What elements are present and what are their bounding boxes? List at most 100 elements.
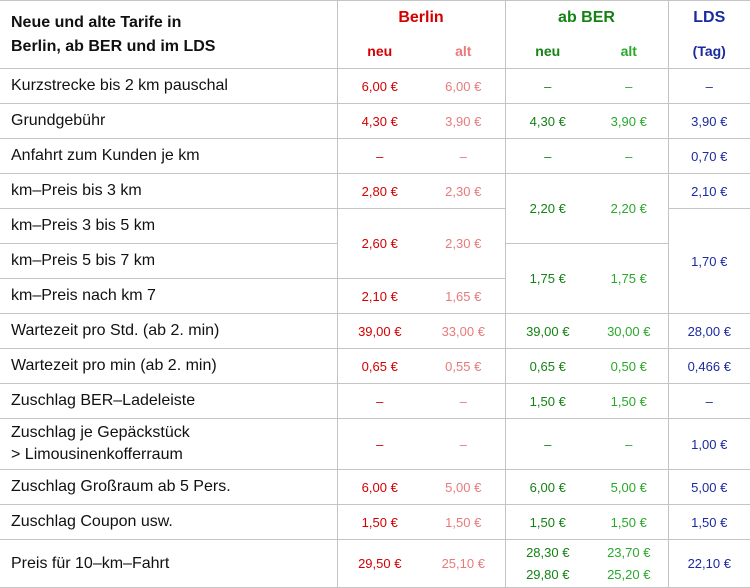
table-cell: 0,466 € (668, 348, 750, 384)
tr: km–Preis bis 3 km 2,80 €2,30 €2,20 €2,20 … (0, 173, 750, 244)
row-label: Zuschlag je Gepäckstück (11, 424, 190, 441)
table-cell: 6,00 € (337, 469, 422, 505)
table-cell: 1,50 € (422, 504, 506, 540)
tr: Wartezeit pro Std. (ab 2. min) 39,00 €33,… (0, 313, 750, 349)
cell-value: 25,20 € (607, 566, 651, 582)
table-cell: 0,50 € (590, 348, 669, 384)
table-cell: 1,50 € (505, 504, 590, 540)
sub-header: alt (590, 34, 669, 69)
table-cell: 1,75 € (505, 243, 590, 314)
table-cell: 1,65 € (422, 278, 506, 314)
table-cell: 1,75 € (590, 243, 669, 314)
group-header: ab BER (505, 0, 669, 35)
cell-value: 23,70 € (607, 544, 651, 560)
tr: Wartezeit pro min (ab 2. min) 0,65 €0,55 … (0, 348, 750, 384)
row-label: km–Preis 3 bis 5 km (0, 208, 338, 244)
table-cell: 2,30 € (422, 208, 506, 279)
row-label: Wartezeit pro min (ab 2. min) (0, 348, 338, 384)
table-cell: 4,30 € (505, 103, 590, 139)
table-cell: 3,90 € (422, 103, 506, 139)
row-label: km–Preis nach km 7 (0, 278, 338, 314)
table-cell: 2,10 € (337, 278, 422, 314)
group-header: Berlin (337, 0, 506, 35)
table-cell: 5,00 € (422, 469, 506, 505)
table-cell: 33,00 € (422, 313, 506, 349)
table-cell: 6,00 € (337, 68, 422, 104)
table-cell: 28,30 € 29,80 € (505, 539, 590, 588)
table-cell: 1,50 € (590, 504, 669, 540)
row-label: Zuschlag Großraum ab 5 Pers. (0, 469, 338, 505)
table-cell: – (337, 418, 422, 470)
row-label: Wartezeit pro Std. (ab 2. min) (0, 313, 338, 349)
row-label: Zuschlag BER–Ladeleiste (0, 383, 338, 419)
table-cell: 28,00 € (668, 313, 750, 349)
table-cell: – (422, 138, 506, 174)
table-cell: 1,50 € (590, 383, 669, 419)
table-cell: – (337, 383, 422, 419)
table-cell: 2,30 € (422, 173, 506, 209)
row-label: Zuschlag je Gepäckstück > Limousinenkoffe… (0, 418, 338, 470)
table-cell: 0,65 € (505, 348, 590, 384)
table-cell: 1,50 € (668, 504, 750, 540)
row-label: Zuschlag Coupon usw. (0, 504, 338, 540)
sub-header: neu (337, 34, 422, 69)
tr: km–Preis nach km 7 2,10 €1,65 € (0, 278, 750, 314)
tr: Grundgebühr 4,30 €3,90 €4,30 €3,90 €3,90 … (0, 103, 750, 139)
table-cell: 2,20 € (505, 173, 590, 244)
table-cell: – (668, 383, 750, 419)
table-cell: – (422, 418, 506, 470)
sub-header: alt (422, 34, 506, 69)
table-cell: – (422, 383, 506, 419)
tr: Preis für 10–km–Fahrt 29,50 €25,10 €28,30… (0, 539, 750, 588)
table-cell: 3,90 € (590, 103, 669, 139)
tr: Kurzstrecke bis 2 km pauschal 6,00 €6,00 … (0, 68, 750, 104)
table-cell: – (668, 68, 750, 104)
table-cell: 2,10 € (668, 173, 750, 209)
tr: km–Preis 3 bis 5 km 2,60 €2,30 € 1,70 € (0, 208, 750, 314)
table-cell: 39,00 € (505, 313, 590, 349)
sub-header: (Tag) (668, 34, 750, 69)
table-cell: – (505, 68, 590, 104)
table-cell: 4,30 € (337, 103, 422, 139)
table-cell: 1,50 € (505, 383, 590, 419)
title-line: Berlin, ab BER und im LDS (11, 37, 216, 55)
table-cell: 0,70 € (668, 138, 750, 174)
table-cell: 5,00 € (590, 469, 669, 505)
tr: Zuschlag je Gepäckstück > Limousinenkoffe… (0, 418, 750, 470)
row-label: Preis für 10–km–Fahrt (0, 539, 338, 588)
table-cell: 2,60 € (337, 208, 422, 279)
table-cell: 22,10 € (668, 539, 750, 588)
table-cell: 1,50 € (337, 504, 422, 540)
tr: Zuschlag Großraum ab 5 Pers. 6,00 €5,00 €… (0, 469, 750, 505)
table-cell: 0,55 € (422, 348, 506, 384)
table-cell: 1,70 € (668, 208, 750, 314)
table-cell: – (337, 138, 422, 174)
row-label: Kurzstrecke bis 2 km pauschal (0, 68, 338, 104)
row-label: Anfahrt zum Kunden je km (0, 138, 338, 174)
group-header: LDS (668, 0, 750, 35)
table-cell: – (590, 138, 669, 174)
thead: Neue und alte Tarife in Berlin, ab BER un… (0, 0, 750, 69)
table-cell: 39,00 € (337, 313, 422, 349)
tr: Anfahrt zum Kunden je km – – – –0,70 € (0, 138, 750, 174)
table-cell: – (505, 138, 590, 174)
table-cell: 1,00 € (668, 418, 750, 470)
table-title: Neue und alte Tarife in Berlin, ab BER un… (0, 0, 338, 69)
cell-value: 29,80 € (526, 566, 570, 582)
table-cell: 30,00 € (590, 313, 669, 349)
tbody: Kurzstrecke bis 2 km pauschal 6,00 €6,00 … (0, 68, 750, 588)
table-cell: 3,90 € (668, 103, 750, 139)
tr: neu alt neu alt (Tag) (0, 34, 750, 69)
row-label: km–Preis 5 bis 7 km (0, 243, 338, 279)
row-label: Grundgebühr (0, 103, 338, 139)
table-cell: 0,65 € (337, 348, 422, 384)
table-cell: 6,00 € (422, 68, 506, 104)
table-cell: 2,80 € (337, 173, 422, 209)
table-cell: 6,00 € (505, 469, 590, 505)
sub-header: neu (505, 34, 590, 69)
tr: km–Preis 5 bis 7 km 1,75 €1,75 € (0, 243, 750, 314)
tr: Zuschlag Coupon usw. 1,50 €1,50 €1,50 €1,… (0, 504, 750, 540)
table-cell: 25,10 € (422, 539, 506, 588)
